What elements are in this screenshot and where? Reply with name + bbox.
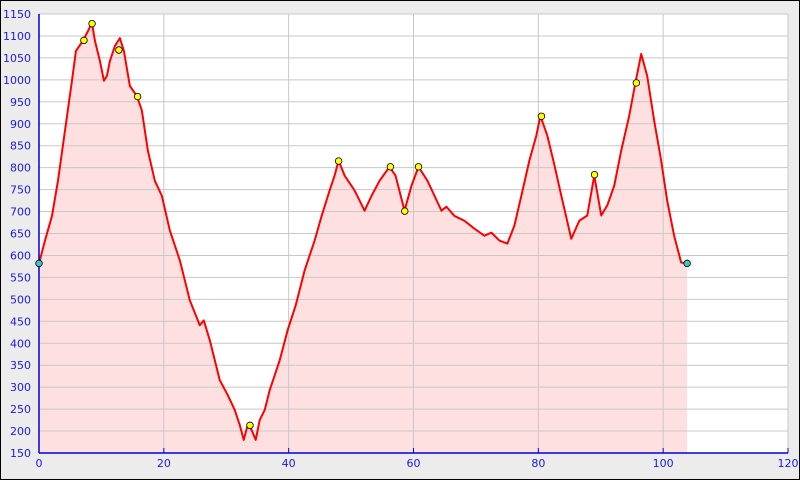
y-tick-label: 1100 xyxy=(3,30,31,43)
y-tick-label: 500 xyxy=(10,293,31,306)
y-tick-label: 950 xyxy=(10,96,31,109)
y-tick-label: 150 xyxy=(10,447,31,460)
y-tick-label: 800 xyxy=(10,162,31,175)
y-tick-label: 250 xyxy=(10,403,31,416)
waypoint-marker xyxy=(246,421,254,430)
waypoint-marker xyxy=(537,112,546,120)
waypoint-marker xyxy=(115,46,123,54)
x-tick-label: 20 xyxy=(157,457,171,470)
y-tick-label: 550 xyxy=(10,271,31,284)
elevation-line xyxy=(38,21,688,441)
x-tick-label: 60 xyxy=(407,457,421,470)
y-tick-label: 700 xyxy=(10,206,31,219)
y-tick-label: 850 xyxy=(10,140,31,153)
x-tick-label: 0 xyxy=(36,457,43,470)
waypoint-marker xyxy=(401,207,409,215)
waypoint-marker xyxy=(80,36,88,45)
y-tick-label: 1050 xyxy=(3,52,31,65)
waypoint-marker xyxy=(590,170,599,179)
y-tick-label: 450 xyxy=(10,315,31,328)
elevation-fill xyxy=(39,22,688,454)
y-tick-label: 600 xyxy=(10,249,31,262)
waypoint-marker xyxy=(386,163,395,171)
y-tick-label: 350 xyxy=(10,359,31,372)
x-tick-label: 80 xyxy=(531,457,545,470)
y-tick-label: 650 xyxy=(10,228,31,241)
x-tick-label: 40 xyxy=(282,457,296,470)
y-tick-label: 1150 xyxy=(3,8,31,21)
waypoint-marker xyxy=(88,19,96,28)
x-tick-label: 100 xyxy=(653,457,674,470)
y-tick-label: 900 xyxy=(10,118,31,131)
waypoint-marker xyxy=(334,157,343,165)
endpoint-marker xyxy=(683,259,691,268)
y-tick-label: 750 xyxy=(10,184,31,197)
x-tick-label: 120 xyxy=(778,457,799,470)
endpoint-marker xyxy=(35,259,43,268)
y-tick-label: 300 xyxy=(10,381,31,394)
waypoint-marker xyxy=(133,92,142,101)
y-tick-label: 1000 xyxy=(3,74,31,87)
y-tick-label: 200 xyxy=(10,425,31,438)
waypoint-marker xyxy=(632,79,641,87)
waypoint-marker xyxy=(414,163,423,171)
y-tick-label: 400 xyxy=(10,337,31,350)
